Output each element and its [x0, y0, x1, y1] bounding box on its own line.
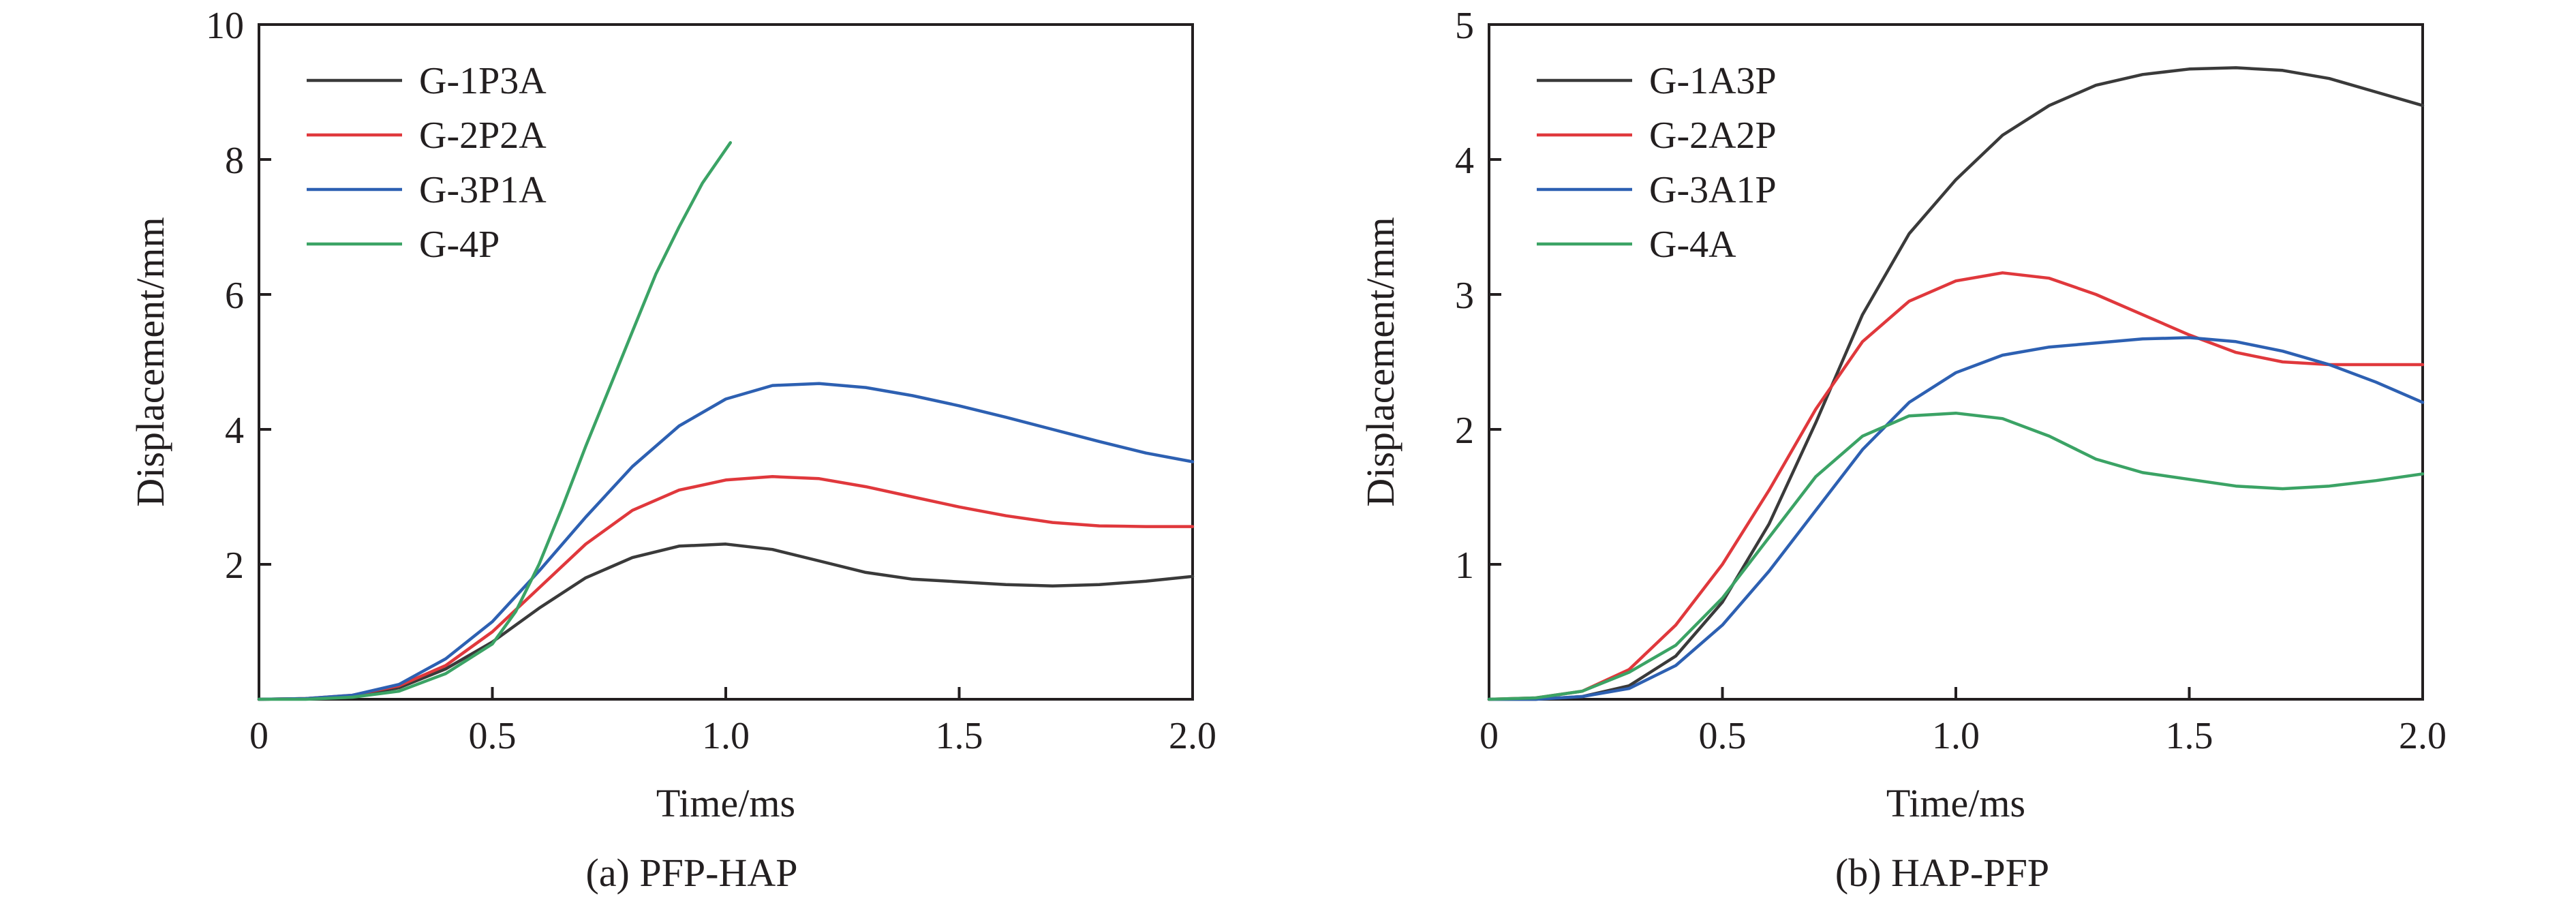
panel-caption: (a) PFP-HAP	[586, 851, 798, 895]
y-tick-label: 4	[225, 410, 244, 452]
y-tick-label: 6	[225, 275, 244, 317]
plot-frame	[258, 23, 1194, 701]
chart-panel-a: 0 0.5 1.0 1.5 2.0 2 4 6 8 10 Time/ms Displacement/m…	[128, 5, 1216, 895]
legend-label: G-4A	[1649, 224, 1736, 266]
series-line-g-1a3p	[1487, 66, 2425, 701]
x-tick-label: 0.5	[1699, 715, 1747, 757]
y-tick-label: 4	[1455, 140, 1474, 182]
x-axis-title: Time/ms	[1886, 781, 2025, 825]
y-tick-label: 2	[225, 545, 244, 587]
legend-label: G-4P	[419, 224, 500, 266]
x-tick-label: 1.5	[2166, 715, 2213, 757]
series-line-g-4a	[1487, 411, 2425, 701]
x-tick-label: 0	[1479, 715, 1499, 757]
panel-caption: (b) HAP-PFP	[1835, 851, 2049, 895]
y-axis-title: Displacement/mm	[128, 217, 172, 506]
x-tick-label: 0.5	[469, 715, 517, 757]
series-line-g-1p3a	[257, 543, 1195, 701]
y-tick-label: 8	[225, 140, 244, 182]
legend: G-1P3A G-2P2A G-3P1A G-4P	[307, 60, 547, 266]
legend-label: G-2P2A	[419, 114, 547, 157]
series-line-g-2p2a	[257, 475, 1195, 701]
y-tick-label: 2	[1455, 410, 1474, 452]
legend: G-1A3P G-2A2P G-3A1P G-4A	[1537, 60, 1777, 266]
x-tick-label: 1.5	[936, 715, 983, 757]
legend-label: G-1P3A	[419, 60, 547, 102]
series-line-g-3p1a	[257, 382, 1195, 701]
series-line-g-2a2p	[1487, 271, 2425, 701]
y-tick-label: 1	[1455, 545, 1474, 587]
y-tick-label: 10	[206, 5, 244, 47]
x-tick-label: 1.0	[702, 715, 750, 757]
series-line-g-3a1p	[1487, 336, 2425, 701]
y-tick-label: 5	[1455, 5, 1474, 47]
legend-label: G-3A1P	[1649, 169, 1777, 211]
x-tick-label: 2.0	[2399, 715, 2447, 757]
y-tick-label: 3	[1455, 275, 1474, 317]
legend-label: G-2A2P	[1649, 114, 1777, 157]
x-tick-label: 2.0	[1169, 715, 1216, 757]
x-tick-label: 1.0	[1932, 715, 1980, 757]
x-axis-title: Time/ms	[656, 781, 795, 825]
legend-label: G-3P1A	[419, 169, 547, 211]
legend-label: G-1A3P	[1649, 60, 1777, 102]
x-tick-label: 0	[249, 715, 269, 757]
y-axis-title: Displacement/mm	[1358, 217, 1402, 506]
chart-panel-b: 0 0.5 1.0 1.5 2.0 1 2 3 4 5 Time/ms Displacement/mm…	[1358, 5, 2447, 895]
series-line-g-4p	[257, 141, 733, 701]
